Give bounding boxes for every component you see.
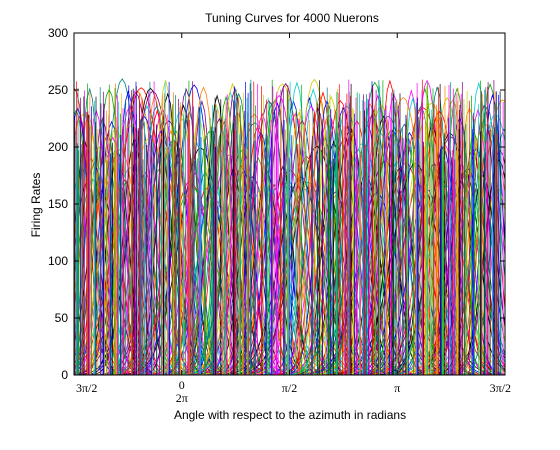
tuning-curve (191, 183, 357, 375)
tuning-curve (421, 128, 505, 375)
tuning-curve (150, 82, 315, 375)
y-tick-label: 50 (55, 311, 69, 325)
tuning-curve (295, 94, 461, 375)
tuning-curve (156, 92, 321, 375)
tuning-curve (285, 124, 450, 375)
x-tick-label: 3π/2 (76, 381, 97, 395)
tuning-curve (119, 99, 285, 375)
tuning-curve (304, 135, 469, 375)
tuning-curve (74, 93, 238, 375)
tuning-curve (248, 95, 414, 375)
tuning-curve (101, 104, 266, 375)
tuning-curve (330, 96, 496, 375)
x-tick-sublabel: 2π (176, 391, 188, 405)
tuning-curve (175, 156, 341, 375)
tuning-curve (83, 80, 248, 375)
tuning-curve (74, 136, 196, 375)
tuning-curve (354, 86, 505, 375)
tuning-curve (74, 109, 240, 375)
y-tick-label: 300 (48, 26, 68, 40)
tuning-curve (137, 117, 302, 375)
tuning-curve (74, 117, 185, 375)
plot-area (73, 32, 506, 376)
tuning-curve (163, 156, 329, 375)
tuning-curve (189, 102, 355, 375)
tuning-curve (396, 81, 505, 375)
tuning-curve (112, 172, 278, 375)
y-tick-label: 0 (61, 368, 68, 382)
tuning-curve (85, 92, 250, 375)
tuning-curve (180, 112, 345, 375)
y-axis: 0 50 100 150 200 250 300 (48, 26, 505, 382)
tuning-curve (74, 140, 168, 375)
tuning-curve (242, 136, 408, 375)
tuning-curve (214, 81, 380, 375)
tuning-curve (74, 163, 180, 375)
tuning-curve (269, 128, 434, 375)
tuning-curve (307, 79, 473, 375)
tuning-curve (148, 91, 313, 375)
tuning-curve (420, 99, 505, 375)
tuning-curve (88, 129, 254, 375)
tuning-curve (143, 95, 309, 375)
tuning-curve (406, 130, 505, 375)
tuning-curve (265, 123, 431, 375)
tuning-curve (134, 94, 300, 375)
x-tick-label: π (394, 381, 400, 395)
tuning-curve (410, 93, 505, 375)
x-tick-label: 0 (179, 378, 185, 392)
y-axis-label: Firing Rates (29, 173, 43, 238)
y-tick-label: 150 (48, 197, 68, 211)
tuning-curves (74, 78, 505, 375)
tuning-curve (216, 111, 382, 375)
y-tick-label: 200 (48, 140, 68, 154)
tuning-curve (251, 140, 416, 375)
tuning-curve (404, 106, 505, 375)
tuning-curve (74, 179, 209, 375)
tuning-curve (374, 87, 505, 375)
tuning-curve (221, 150, 386, 375)
tuning-curve (329, 89, 494, 375)
x-axis-label: Angle with respect to the azimuth in rad… (174, 408, 406, 422)
tuning-curve (301, 115, 466, 375)
tuning-curve (74, 87, 172, 375)
tuning-curve (407, 82, 505, 375)
tuning-curve (74, 171, 228, 375)
chart-title: Tuning Curves for 4000 Nuerons (205, 11, 379, 25)
x-tick-label: 3π/2 (490, 381, 511, 395)
tuning-curve (332, 148, 497, 375)
tuning-curve (74, 90, 211, 375)
tuning-curve (74, 104, 230, 375)
tuning-curve (227, 96, 392, 375)
tuning-curve (290, 108, 456, 375)
tuning-curve (401, 104, 505, 375)
x-tick-label: π/2 (282, 381, 297, 395)
tuning-curve (152, 87, 318, 375)
tuning-curve (240, 91, 406, 375)
tuning-curve (133, 103, 299, 375)
tuning-curve (141, 120, 307, 375)
tuning-curve (342, 87, 505, 375)
tuning-curve (74, 109, 159, 375)
tuning-curve (195, 102, 360, 375)
tuning-curve (256, 121, 421, 375)
tuning-curve (74, 114, 162, 375)
tuning-curve (260, 107, 426, 375)
tuning-curve (318, 190, 484, 375)
tuning-curve (74, 120, 194, 375)
tuning-curve (139, 128, 305, 375)
tuning-curve (138, 148, 303, 375)
tuning-curve (74, 133, 190, 375)
y-tick-label: 100 (48, 254, 68, 268)
tuning-curve (104, 88, 269, 375)
y-tick-label: 250 (48, 83, 68, 97)
x-axis: 3π/2 02π π/2 π 3π/2 (73, 33, 511, 405)
tuning-curve (114, 141, 280, 375)
tuning-curve (230, 88, 396, 375)
